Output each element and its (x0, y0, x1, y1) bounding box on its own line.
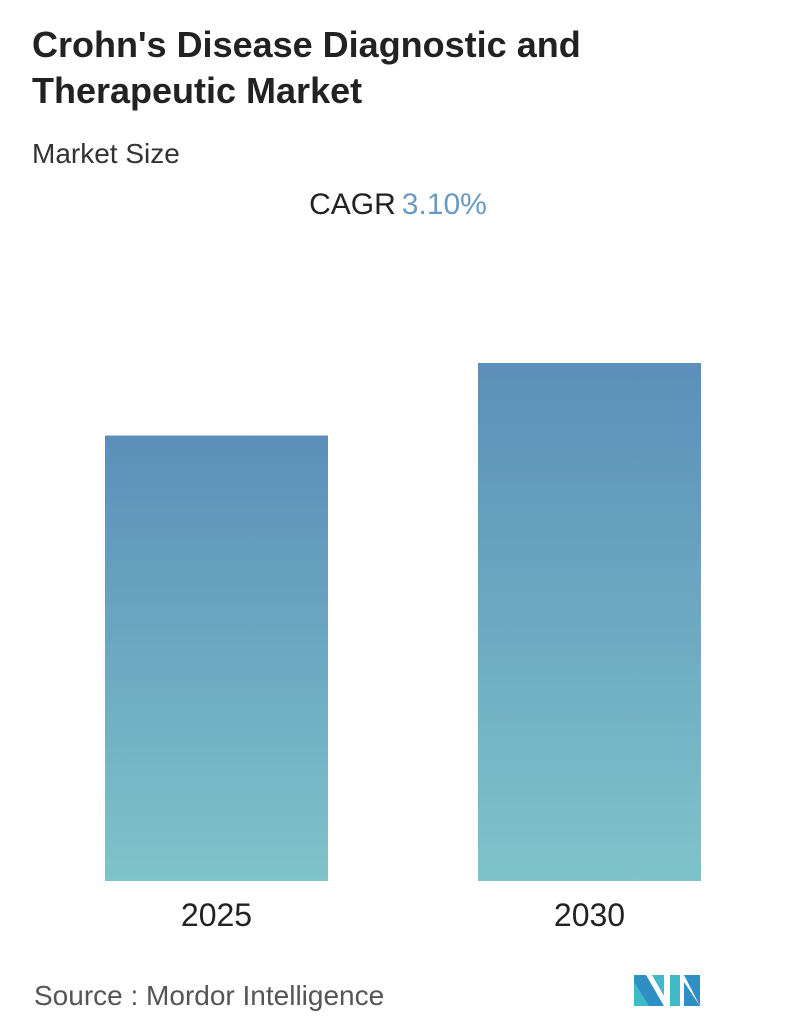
bar-chart: 2025 2030 (105, 363, 701, 933)
x-tick-label: 2025 (181, 897, 252, 933)
x-tick-label: 2030 (554, 897, 625, 933)
source-text: Source : Mordor Intelligence (34, 980, 385, 1011)
cagr: CAGR 3.10% (0, 188, 796, 222)
cagr-value: 3.10% (401, 188, 487, 221)
mordor-intelligence-logo-icon (634, 975, 700, 1006)
subtitle: Market Size (32, 138, 180, 169)
cagr-label: CAGR (309, 188, 396, 221)
bar-2030 (478, 363, 701, 881)
bar-2025 (105, 435, 328, 881)
page-title: Crohn's Disease Diagnostic and Therapeut… (32, 24, 581, 111)
